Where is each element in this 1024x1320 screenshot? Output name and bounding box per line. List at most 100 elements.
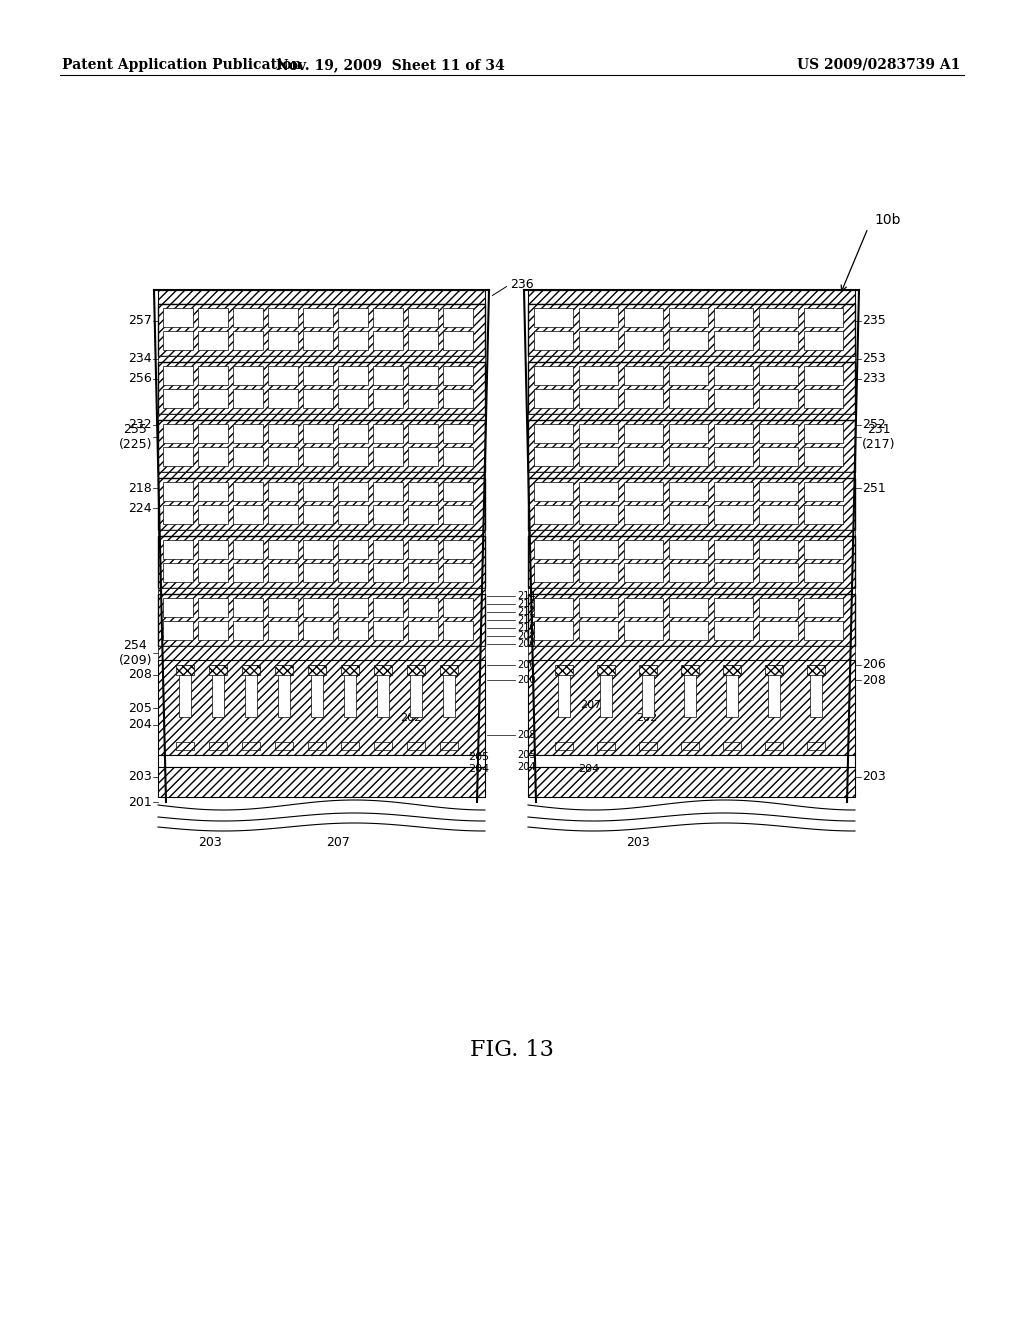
Text: 208: 208 [517,730,536,741]
Bar [579,564,618,582]
Bar [344,665,356,717]
Bar [579,482,618,502]
Bar [534,482,573,502]
Text: 234: 234 [128,352,152,366]
Bar [534,506,573,524]
Text: 204: 204 [578,764,599,774]
Bar [275,742,293,750]
Bar [158,755,485,767]
Bar [408,620,438,640]
Bar [408,540,438,558]
Text: 231
(217): 231 (217) [862,422,896,451]
Bar [338,540,368,558]
Bar [443,598,473,616]
Text: 10b: 10b [874,213,900,227]
Bar [534,598,573,616]
Bar [176,742,194,750]
Bar [163,308,193,327]
Bar [163,366,193,385]
Bar [534,447,573,466]
Bar [408,506,438,524]
Bar [158,356,485,362]
Bar [245,665,257,717]
Bar [804,482,843,502]
Bar [759,447,798,466]
Bar [338,447,368,466]
Text: 208: 208 [862,673,886,686]
Bar [303,366,333,385]
Bar [198,598,228,616]
Bar [338,620,368,640]
Bar [163,447,193,466]
Bar [669,366,708,385]
Bar [408,424,438,444]
Bar [408,598,438,616]
Bar [597,742,615,750]
Bar [579,424,618,444]
Bar [443,424,473,444]
Bar [804,564,843,582]
Text: 256: 256 [128,372,152,385]
Bar [198,331,228,350]
Bar [804,331,843,350]
Bar [810,665,822,717]
Bar [198,308,228,327]
Bar [443,447,473,466]
Bar [759,506,798,524]
Bar [642,665,654,717]
Text: 202: 202 [636,713,657,723]
Bar [807,665,825,675]
Bar [407,742,425,750]
Bar [528,362,855,414]
Bar [443,620,473,640]
Bar [579,620,618,640]
Text: 208: 208 [517,631,536,642]
Bar [624,308,663,327]
Bar [804,389,843,408]
Bar [528,473,855,478]
Bar [534,308,573,327]
Text: 205: 205 [128,701,152,714]
Bar [534,331,573,350]
Bar [804,620,843,640]
Bar [158,767,485,797]
Bar [624,506,663,524]
Bar [158,660,485,755]
Bar [338,564,368,582]
Bar [443,308,473,327]
Bar [443,389,473,408]
Text: 205: 205 [517,750,536,760]
Bar [579,331,618,350]
Bar [681,665,699,675]
Bar [341,742,359,750]
Bar [714,389,753,408]
Bar [669,620,708,640]
Bar [308,742,326,750]
Text: FIG. 13: FIG. 13 [470,1039,554,1061]
Text: 203: 203 [626,837,650,850]
Bar [684,665,696,717]
Bar [669,564,708,582]
Bar [759,331,798,350]
Bar [374,665,392,675]
Bar [804,424,843,444]
Bar [212,665,224,717]
Bar [338,482,368,502]
Bar [534,620,573,640]
Bar [338,331,368,350]
Bar [303,389,333,408]
Bar [624,389,663,408]
Bar [158,414,485,420]
Bar [303,540,333,558]
Bar [714,540,753,558]
Bar [555,665,573,675]
Bar [338,598,368,616]
Bar [163,389,193,408]
Bar [233,506,263,524]
Text: 206: 206 [517,660,536,671]
Bar [158,290,485,304]
Bar [555,742,573,750]
Text: 251: 251 [862,482,886,495]
Bar [528,531,855,536]
Bar [268,482,298,502]
